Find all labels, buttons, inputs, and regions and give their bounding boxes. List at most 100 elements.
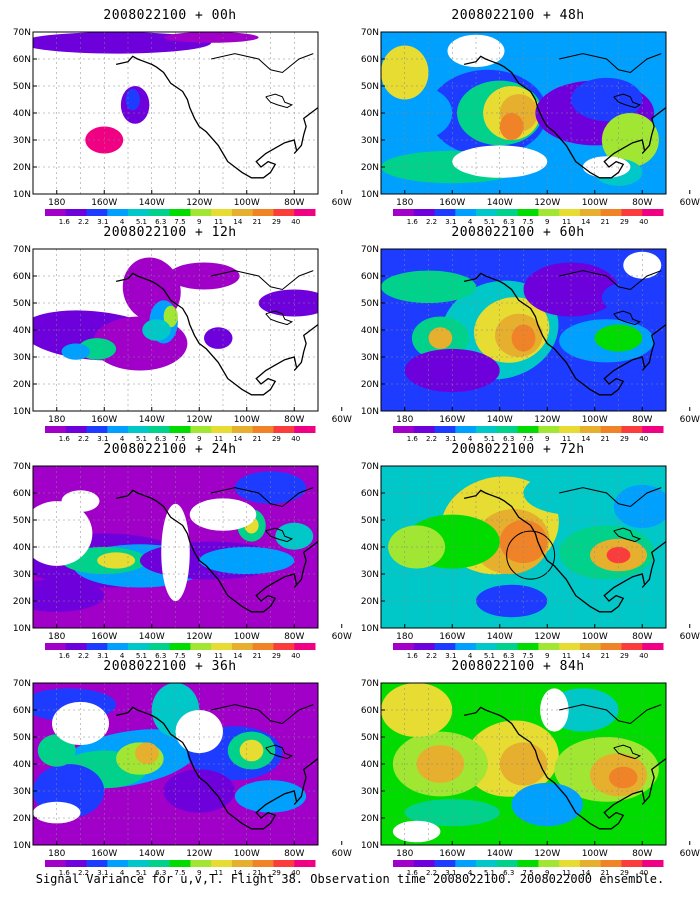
colorbar-swatch (273, 209, 295, 216)
colorbar-swatch (45, 209, 67, 216)
colorbar-label: 29 (272, 652, 281, 660)
x-tick-label: 160W (439, 632, 465, 642)
figure-caption: Signal Variance for u,v,T. Flight 38. Ob… (35, 872, 665, 886)
map-panel-84h: 2008022100 + 84h 70N 60N 50N 40N 30N 20N 10N 18… (348, 659, 700, 877)
y-tick-label: 70N (13, 462, 31, 472)
colorbar-label: 14 (581, 218, 590, 226)
y-tick-label: 70N (361, 462, 379, 472)
y-tick-label: 40N (361, 109, 379, 119)
colorbar-swatch (413, 209, 436, 216)
y-tick-label: 60N (13, 706, 31, 716)
variance-contour (609, 766, 638, 789)
colorbar-swatch (393, 860, 415, 867)
y-tick-label: 60N (361, 706, 379, 716)
coastline (463, 487, 666, 613)
colorbar-label: 5.1 (136, 435, 147, 443)
colorbar-swatch (148, 643, 171, 650)
variance-contour (125, 88, 140, 111)
y-tick-label: 50N (13, 733, 31, 743)
colorbar-label: 11 (214, 218, 223, 226)
y-tick-label: 10N (361, 190, 379, 200)
colorbar-swatch (294, 426, 316, 433)
y-tick-label: 20N (361, 597, 379, 607)
y-tick-label: 60N (13, 489, 31, 499)
y-tick-label: 20N (13, 163, 31, 173)
y-tick-label: 50N (361, 82, 379, 92)
y-tick-label: 10N (13, 841, 31, 851)
x-tick-label: 80W (284, 415, 304, 425)
colorbar-label: 2.2 (426, 218, 437, 226)
y-tick-label: 50N (13, 82, 31, 92)
x-tick-label: 60W (680, 849, 700, 859)
coastline (115, 487, 318, 613)
colorbar-label: 29 (620, 218, 629, 226)
colorbar-label: 7.5 (174, 869, 185, 877)
colorbar-label: 40 (291, 435, 300, 443)
colorbar-label: 29 (272, 435, 281, 443)
x-tick-label: 180 (396, 415, 413, 425)
y-tick-label: 50N (361, 516, 379, 526)
colorbar-label: 7.5 (522, 869, 533, 877)
colorbar-swatch (642, 426, 664, 433)
colorbar-swatch (211, 209, 233, 216)
colorbar-label: 9 (545, 435, 549, 443)
y-tick-label: 10N (361, 841, 379, 851)
colorbar-swatch (538, 643, 560, 650)
colorbar-swatch (434, 860, 456, 867)
colorbar-label: 3.1 (97, 652, 108, 660)
variance-contour (37, 734, 76, 767)
variance-field (33, 683, 318, 845)
grid-lines (381, 249, 666, 411)
colorbar-label: 40 (291, 869, 300, 877)
colorbar-label: 9 (197, 869, 201, 877)
colorbar-label: 4 (120, 218, 125, 226)
colorbar-swatch (517, 426, 539, 433)
colorbar-label: 3.1 (97, 869, 108, 877)
colorbar-label: 29 (272, 218, 281, 226)
coastline (115, 53, 318, 179)
y-tick-label: 30N (13, 570, 31, 580)
colorbar-swatch (294, 860, 316, 867)
colorbar-swatch (107, 209, 129, 216)
panel-title: 2008022100 + 84h (451, 659, 585, 674)
colorbar-label: 2.2 (78, 435, 89, 443)
colorbar-swatch (128, 426, 150, 433)
y-tick-label: 20N (13, 380, 31, 390)
x-tick-label: 140W (487, 632, 513, 642)
colorbar-swatch (434, 643, 456, 650)
variance-contour (61, 343, 90, 360)
x-tick-label: 120W (534, 198, 560, 208)
y-tick-label: 30N (361, 787, 379, 797)
colorbar-label: 6.3 (155, 869, 166, 877)
colorbar-label: 3.1 (445, 869, 456, 877)
colorbar-swatch (190, 209, 212, 216)
colorbar: 1.6 2.2 3.1 4 5.1 6.3 7.5 9 11 14 21 29 40 (45, 860, 316, 877)
map-panel-24h: 2008022100 + 24h 70N 60N 50N 40N 30N 20N 10N 18… (0, 442, 352, 660)
colorbar-swatch (107, 426, 129, 433)
colorbar-label: 7.5 (174, 218, 185, 226)
colorbar-label: 2.2 (78, 652, 89, 660)
grid-lines (33, 466, 318, 628)
colorbar-label: 7.5 (174, 435, 185, 443)
panel-title: 2008022100 + 12h (103, 225, 237, 240)
colorbar-swatch (393, 209, 415, 216)
colorbar-swatch (621, 643, 643, 650)
colorbar-label: 11 (562, 652, 571, 660)
x-tick-label: 160W (91, 415, 117, 425)
coastline (463, 270, 666, 396)
colorbar-swatch (190, 643, 212, 650)
map-panel-48h: 2008022100 + 48h 70N 60N 50N 40N 30N 20N 10N 18… (348, 8, 700, 226)
colorbar-label: 9 (545, 869, 549, 877)
colorbar-swatch (579, 860, 602, 867)
x-tick-label: 100W (582, 198, 608, 208)
x-tick-label: 160W (91, 632, 117, 642)
x-tick-label: 100W (582, 849, 608, 859)
colorbar-swatch (169, 860, 191, 867)
colorbar-swatch (413, 426, 436, 433)
colorbar-label: 2.2 (426, 869, 437, 877)
colorbar-label: 5.1 (484, 435, 495, 443)
colorbar-label: 14 (581, 652, 590, 660)
colorbar-label: 21 (601, 218, 610, 226)
colorbar-swatch (211, 643, 233, 650)
colorbar-swatch (169, 643, 191, 650)
